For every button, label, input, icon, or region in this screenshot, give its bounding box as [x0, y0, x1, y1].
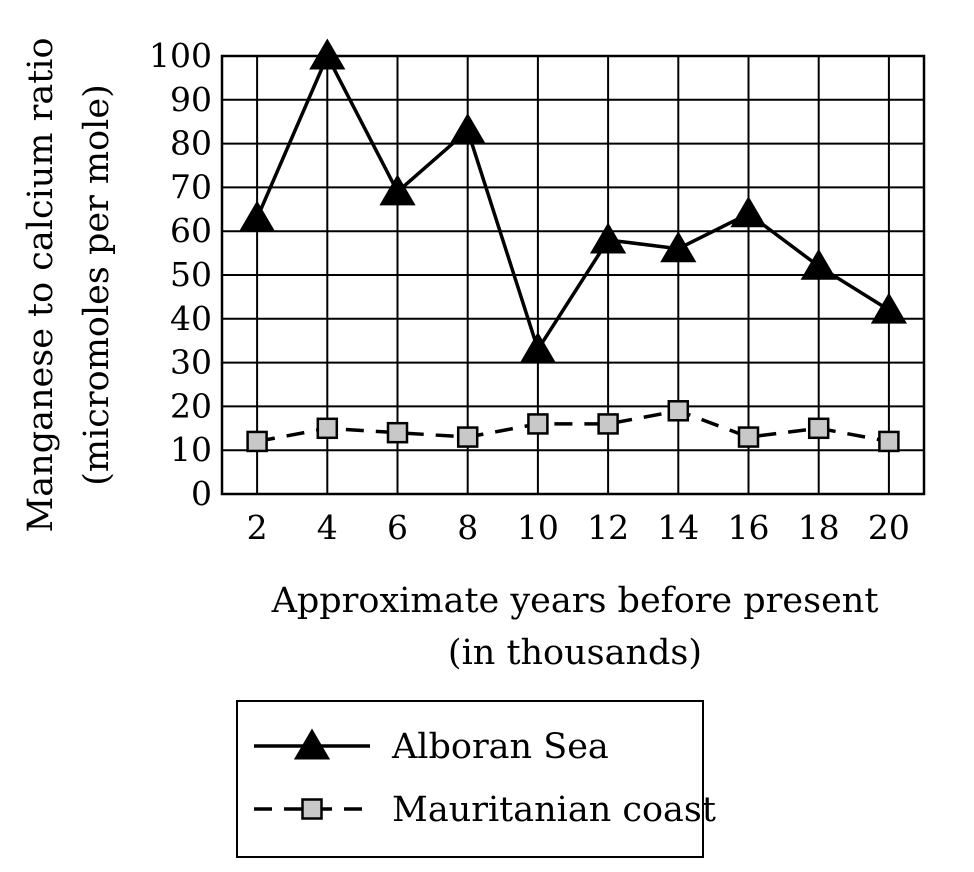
- data-point-triangle: [238, 200, 276, 232]
- legend-marker-triangle: [293, 728, 331, 760]
- y-tick-label: 60: [170, 211, 212, 250]
- y-tick-labels: 0 10 20 30 40 50 60 70 80 90 100: [149, 36, 212, 513]
- series-mauritanian-coast: [246, 400, 900, 453]
- x-axis-title: Approximate years before present: [271, 581, 879, 621]
- y-tick-label: 50: [170, 255, 212, 294]
- y-tick-label: 80: [170, 124, 212, 163]
- legend-box: [236, 700, 704, 858]
- data-point-triangle: [589, 222, 627, 254]
- y-tick-label: 0: [191, 474, 212, 513]
- y-tick-label: 70: [170, 167, 212, 206]
- data-point-square: [456, 426, 479, 448]
- x-tick-label: 14: [657, 508, 699, 547]
- series-layer: [238, 38, 908, 453]
- data-point-square: [878, 430, 900, 453]
- x-tick-labels: 2 4 6 8 10 12 14 16 18 20: [247, 508, 910, 547]
- x-tick-label: 4: [317, 508, 338, 547]
- x-tick-label: 2: [247, 508, 268, 547]
- data-point-triangle: [660, 231, 697, 263]
- data-point-square: [246, 430, 268, 453]
- data-point-triangle: [870, 292, 908, 324]
- series-alboran-sea: [238, 38, 908, 364]
- y-tick-label: 90: [170, 80, 212, 119]
- y-tick-label: 20: [170, 386, 212, 425]
- legend-label: Alboran Sea: [391, 727, 609, 767]
- legend: Alboran Sea Mauritanian coast: [236, 700, 716, 858]
- y-tick-label: 100: [149, 36, 212, 75]
- x-tick-label: 20: [868, 508, 910, 547]
- data-point-triangle: [800, 248, 837, 280]
- data-point-square: [667, 400, 690, 422]
- x-tick-label: 18: [798, 508, 840, 547]
- data-point-square: [386, 421, 409, 444]
- data-point-square: [807, 417, 830, 440]
- data-point-square: [737, 426, 760, 448]
- y-tick-label: 40: [170, 299, 212, 338]
- y-axis-title: Manganese to calcium ratio: [21, 37, 61, 532]
- legend-marker-square: [301, 798, 323, 820]
- data-point-square: [597, 413, 619, 435]
- legend-item: Alboran Sea: [254, 727, 609, 767]
- y-tick-label: 30: [170, 343, 212, 382]
- legend-label: Mauritanian coast: [392, 790, 716, 830]
- data-point-triangle: [379, 174, 416, 206]
- x-tick-label: 8: [457, 508, 478, 547]
- data-point-triangle: [309, 38, 346, 70]
- x-tick-label: 10: [517, 508, 559, 547]
- series-line: [255, 51, 890, 354]
- data-point-triangle: [730, 196, 767, 228]
- y-axis-subtitle: (micromoles per mole): [77, 84, 117, 486]
- data-point-triangle: [449, 112, 486, 145]
- data-point-square: [527, 413, 549, 435]
- y-tick-label: 10: [170, 430, 212, 469]
- x-tick-label: 16: [728, 508, 770, 547]
- data-point-triangle: [519, 331, 557, 364]
- data-point-square: [316, 417, 339, 440]
- x-tick-label: 12: [587, 508, 629, 547]
- legend-item: Mauritanian coast: [254, 790, 716, 830]
- plot-frame: [220, 54, 926, 496]
- series-line: [256, 408, 890, 444]
- x-tick-label: 6: [387, 508, 408, 547]
- x-axis-subtitle: (in thousands): [448, 633, 702, 673]
